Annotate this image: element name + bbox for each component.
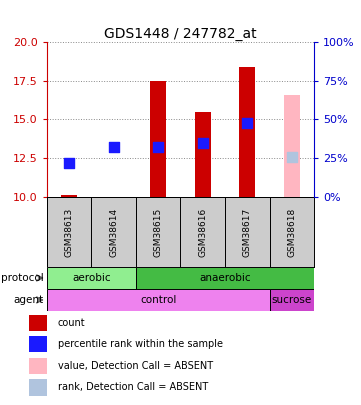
- Bar: [47, 197, 91, 267]
- Bar: [180, 197, 225, 267]
- Point: [155, 144, 161, 151]
- Bar: [29, 315, 47, 331]
- Bar: [270, 197, 314, 267]
- Text: percentile rank within the sample: percentile rank within the sample: [58, 339, 223, 349]
- Bar: [136, 267, 314, 289]
- Text: control: control: [140, 295, 177, 305]
- Text: GSM38613: GSM38613: [65, 207, 74, 257]
- Bar: [195, 112, 210, 197]
- Point: [244, 119, 250, 126]
- Point: [289, 153, 295, 160]
- Text: protocol: protocol: [1, 273, 43, 283]
- Bar: [29, 336, 47, 352]
- Bar: [29, 358, 47, 374]
- Text: GSM38616: GSM38616: [198, 207, 207, 257]
- Point: [200, 139, 206, 146]
- Bar: [136, 197, 180, 267]
- Bar: [47, 267, 136, 289]
- Text: value, Detection Call = ABSENT: value, Detection Call = ABSENT: [58, 361, 213, 371]
- Text: GSM38615: GSM38615: [154, 207, 163, 257]
- Bar: [225, 197, 270, 267]
- Bar: [91, 197, 136, 267]
- Text: sucrose: sucrose: [272, 295, 312, 305]
- Text: GSM38618: GSM38618: [287, 207, 296, 257]
- Point: [66, 160, 72, 166]
- Bar: [151, 81, 166, 197]
- Text: count: count: [58, 318, 86, 328]
- Bar: [29, 379, 47, 396]
- Text: aerobic: aerobic: [72, 273, 111, 283]
- Bar: [270, 289, 314, 311]
- Text: anaerobic: anaerobic: [199, 273, 251, 283]
- Point: [111, 144, 117, 151]
- Text: GSM38617: GSM38617: [243, 207, 252, 257]
- Title: GDS1448 / 247782_at: GDS1448 / 247782_at: [104, 27, 257, 41]
- Bar: [47, 289, 270, 311]
- Bar: [239, 67, 255, 197]
- Bar: [61, 195, 77, 197]
- Bar: [284, 95, 300, 197]
- Text: GSM38614: GSM38614: [109, 207, 118, 256]
- Text: agent: agent: [13, 295, 43, 305]
- Text: rank, Detection Call = ABSENT: rank, Detection Call = ABSENT: [58, 382, 208, 392]
